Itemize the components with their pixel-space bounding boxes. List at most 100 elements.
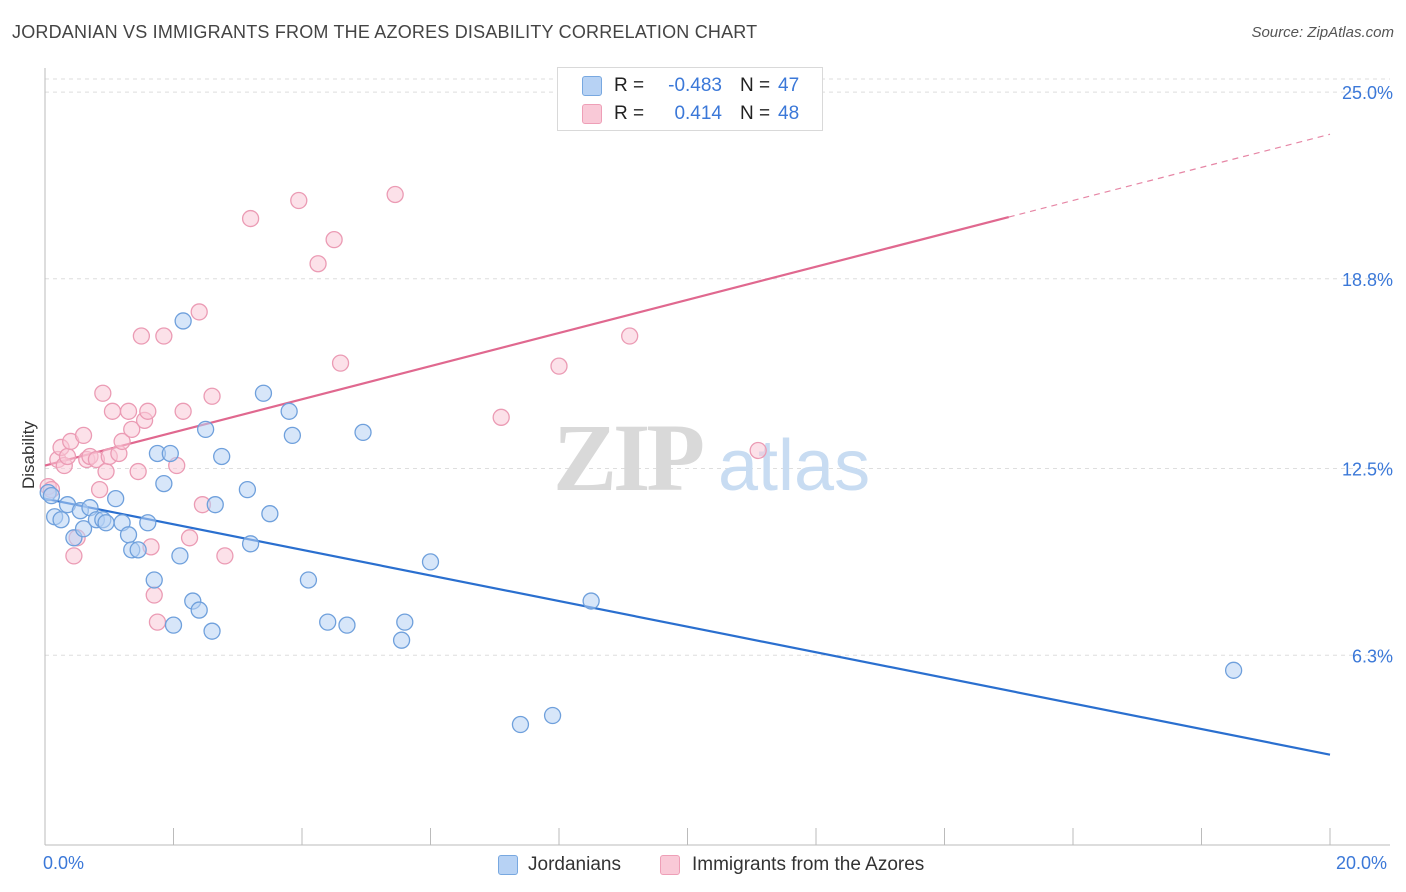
azores-point bbox=[492, 408, 510, 426]
jordanian-point bbox=[161, 444, 179, 463]
jordanian-point bbox=[354, 423, 372, 442]
r-label: R = bbox=[614, 75, 645, 96]
jordanian-point bbox=[280, 402, 298, 420]
azores-point bbox=[123, 420, 141, 439]
trend-line-jordanians bbox=[44, 497, 1331, 756]
legend-row-jordanians: R = -0.483 N = 47 bbox=[582, 73, 799, 99]
y-tick-label: 18.8% bbox=[1342, 270, 1393, 290]
legend-label: Immigrants from the Azores bbox=[692, 854, 925, 875]
azores-point bbox=[290, 191, 308, 210]
chart-title: JORDANIAN VS IMMIGRANTS FROM THE AZORES … bbox=[12, 22, 758, 42]
trend-line-extension bbox=[1008, 133, 1331, 218]
azores-point bbox=[216, 547, 234, 565]
azores-point bbox=[74, 426, 93, 445]
jordanian-point bbox=[171, 547, 189, 565]
azores-point bbox=[103, 402, 122, 420]
jordanian-point bbox=[206, 496, 224, 514]
jordanian-point bbox=[582, 592, 600, 610]
azores-point bbox=[309, 255, 327, 273]
jordanian-point bbox=[1224, 661, 1243, 679]
azores-point bbox=[621, 327, 639, 345]
azores-point bbox=[550, 357, 568, 375]
jordanian-point bbox=[74, 520, 93, 538]
jordanian-point bbox=[421, 553, 440, 571]
legend-item-jordanians[interactable]: Jordanians bbox=[498, 852, 621, 878]
jordanian-point bbox=[203, 622, 221, 640]
source-credit: Source: ZipAtlas.com bbox=[1251, 24, 1394, 41]
azores-point bbox=[203, 387, 221, 405]
azores-point bbox=[119, 402, 138, 420]
n-label: N = bbox=[740, 75, 771, 96]
azores-point bbox=[148, 613, 167, 631]
y-axis-title: Disability bbox=[19, 420, 38, 489]
azores-point bbox=[180, 529, 199, 547]
azores-point bbox=[749, 441, 767, 460]
n-label: N = bbox=[740, 103, 771, 124]
jordanian-point bbox=[338, 616, 356, 634]
jordanian-point bbox=[52, 511, 70, 529]
jordanian-point bbox=[261, 505, 279, 523]
r-label: R = bbox=[614, 103, 645, 124]
jordanian-point bbox=[238, 480, 257, 499]
y-tick-label: 12.5% bbox=[1342, 460, 1393, 480]
axes bbox=[44, 68, 1390, 846]
azores-point bbox=[331, 354, 350, 372]
blue-swatch-icon bbox=[582, 76, 602, 96]
y-tick-label: 25.0% bbox=[1342, 83, 1393, 103]
jordanian-point bbox=[511, 715, 530, 734]
jordanian-point bbox=[543, 706, 562, 725]
gridlines bbox=[45, 78, 1390, 656]
jordanian-point bbox=[174, 312, 192, 330]
jordanian-point bbox=[145, 571, 163, 589]
stats-legend: R = -0.483 N = 47 R = 0.414 N = 48 bbox=[557, 67, 823, 131]
azores-point bbox=[94, 384, 112, 402]
azores-point bbox=[113, 432, 131, 451]
jordanian-point bbox=[107, 490, 125, 508]
azores-points bbox=[39, 185, 767, 631]
jordanian-point bbox=[139, 514, 157, 532]
x-tick-label-min: 0.0% bbox=[43, 853, 85, 873]
jordanian-point bbox=[319, 613, 337, 631]
azores-point bbox=[132, 327, 151, 345]
azores-point bbox=[190, 303, 208, 321]
jordanian-point bbox=[129, 541, 147, 559]
jordanian-point bbox=[164, 616, 183, 634]
jordanian-point bbox=[97, 514, 115, 532]
azores-point bbox=[145, 586, 163, 604]
azores-point bbox=[90, 480, 109, 499]
jordanian-point bbox=[254, 384, 273, 402]
jordanian-point bbox=[396, 613, 414, 631]
y-tick-label: 6.3% bbox=[1352, 646, 1393, 666]
azores-point bbox=[65, 547, 83, 565]
azores-point bbox=[174, 402, 192, 420]
watermark-zip: ZIP bbox=[553, 404, 702, 511]
legend-item-azores[interactable]: Immigrants from the Azores bbox=[660, 852, 924, 878]
azores-point bbox=[386, 185, 404, 204]
watermark-atlas: atlas bbox=[718, 426, 870, 506]
n-value: 48 bbox=[778, 103, 800, 124]
jordanian-point bbox=[190, 601, 208, 619]
jordanian-point bbox=[196, 420, 215, 439]
jordanian-point bbox=[119, 526, 138, 544]
jordanian-point bbox=[155, 474, 173, 493]
r-value: -0.483 bbox=[668, 75, 722, 96]
pink-swatch-icon bbox=[660, 855, 680, 875]
watermark: ZIP atlas bbox=[553, 404, 870, 511]
n-value: 47 bbox=[778, 75, 800, 96]
azores-point bbox=[155, 327, 173, 345]
azores-point bbox=[58, 447, 77, 466]
legend-row-azores: R = 0.414 N = 48 bbox=[582, 101, 799, 127]
r-value: 0.414 bbox=[674, 103, 722, 124]
pink-swatch-icon bbox=[582, 104, 602, 124]
azores-point bbox=[139, 402, 157, 420]
jordanian-point bbox=[42, 486, 61, 505]
jordanian-point bbox=[241, 535, 260, 553]
y-axis-labels: 6.3% 12.5% 18.8% 25.0% bbox=[1342, 83, 1393, 666]
jordanian-point bbox=[392, 631, 411, 649]
x-tick-label-max: 20.0% bbox=[1336, 853, 1388, 873]
jordanian-points bbox=[39, 312, 1243, 734]
jordanian-point bbox=[283, 426, 302, 445]
azores-point bbox=[97, 462, 115, 481]
legend-label: Jordanians bbox=[528, 854, 621, 875]
